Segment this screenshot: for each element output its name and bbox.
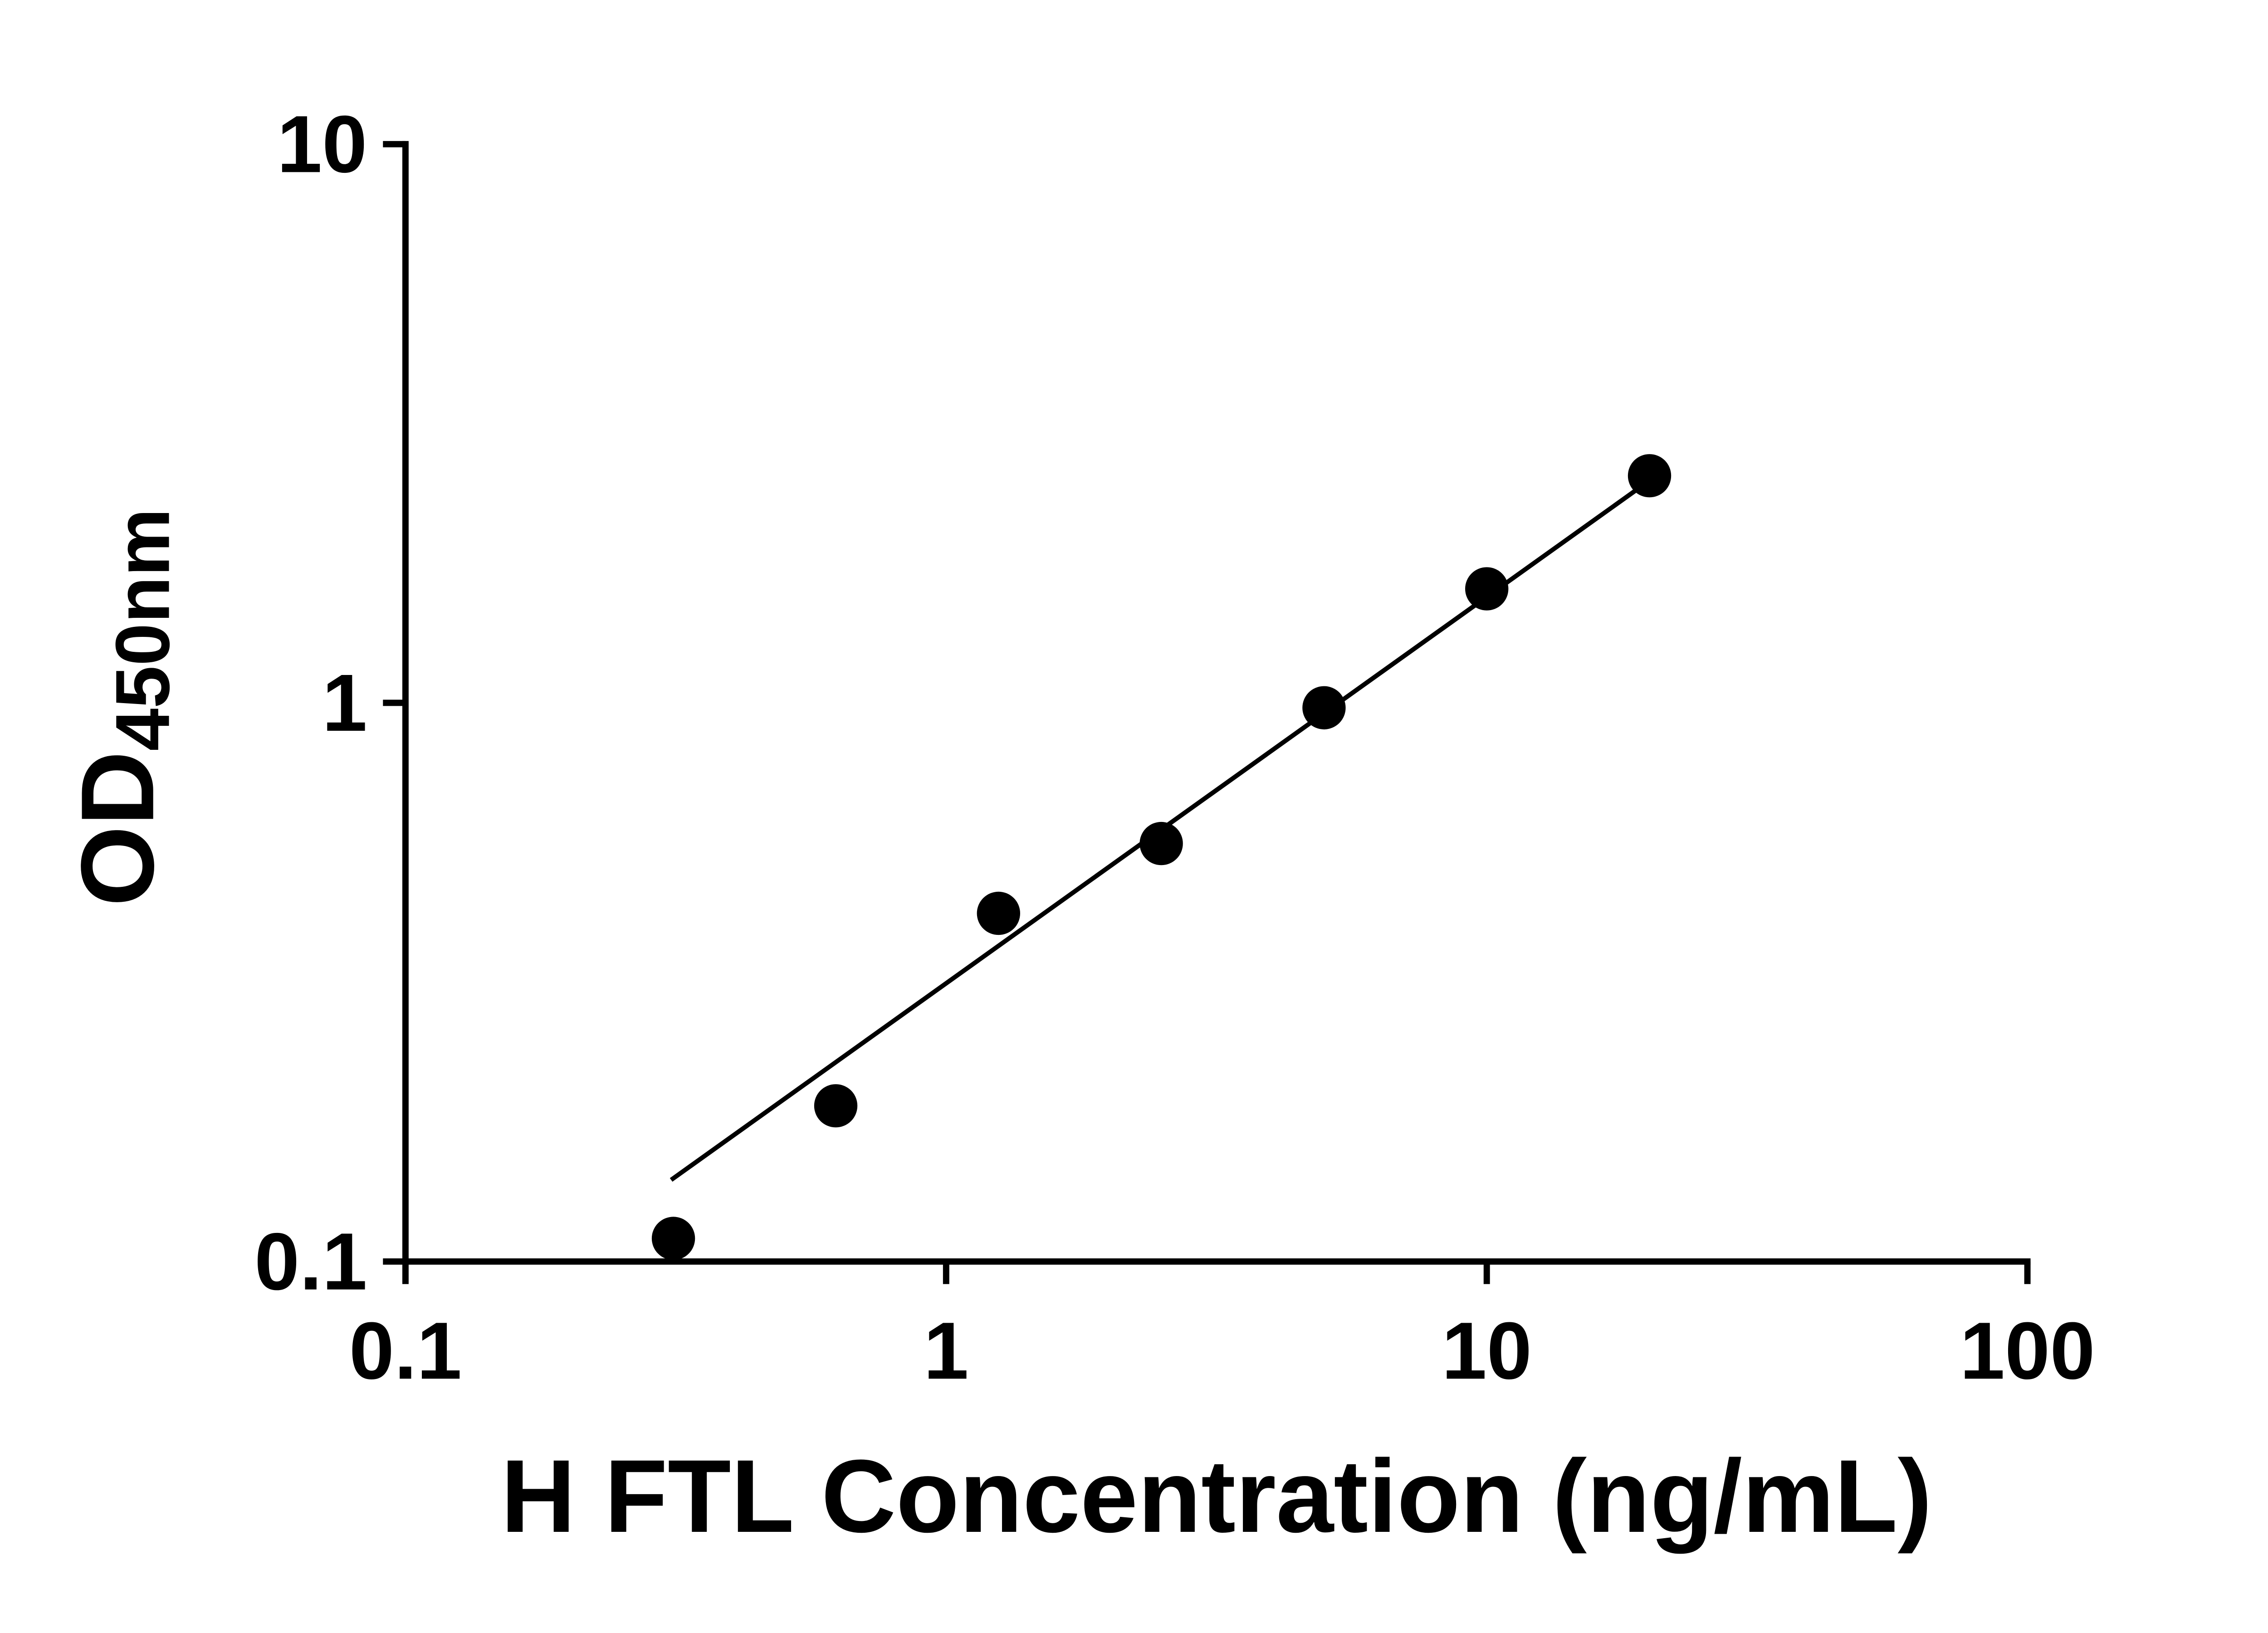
x-tick-label: 0.1 bbox=[349, 1305, 462, 1396]
data-point bbox=[651, 1217, 695, 1260]
data-point bbox=[1302, 686, 1346, 729]
axes: 0.1 1 10 100 0.1 1 10 bbox=[254, 98, 2095, 1396]
y-tick-label: 10 bbox=[277, 98, 367, 189]
x-tick-label: 10 bbox=[1442, 1305, 1532, 1396]
y-axis-title-subscript: 450nm bbox=[99, 508, 185, 751]
y-axis-title-main: OD bbox=[60, 751, 176, 907]
x-axis-title: H FTL Concentration (ng/mL) bbox=[501, 1438, 1932, 1554]
plot-area bbox=[651, 454, 1672, 1260]
data-point bbox=[1139, 821, 1183, 865]
y-tick-label: 0.1 bbox=[254, 1216, 367, 1307]
data-point bbox=[1465, 567, 1509, 611]
y-axis-title: OD450nm bbox=[60, 508, 186, 907]
data-point bbox=[977, 891, 1020, 935]
x-tick-label: 100 bbox=[1960, 1305, 2095, 1396]
y-tick-label: 1 bbox=[322, 657, 367, 748]
data-point bbox=[814, 1084, 858, 1128]
data-point bbox=[1628, 454, 1672, 498]
x-tick-label: 1 bbox=[924, 1305, 968, 1396]
